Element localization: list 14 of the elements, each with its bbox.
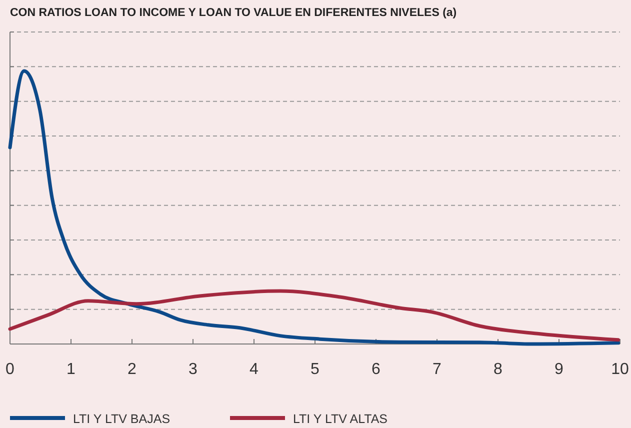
legend-label: LTI Y LTV BAJAS [73,412,170,426]
x-tick-label: 5 [310,361,320,378]
x-tick-label: 0 [6,361,15,378]
x-tick-label: 3 [188,361,198,378]
x-tick-label: 2 [128,361,137,378]
x-tick-label: 10 [611,361,629,378]
legend-label: LTI Y LTV ALTAS [293,412,388,426]
x-tick-label: 6 [372,361,381,378]
x-tick-label: 4 [250,361,259,378]
x-tick-label: 7 [432,361,442,378]
x-tick-label: 8 [494,361,503,378]
chart-title: CON RATIOS LOAN TO INCOME Y LOAN TO VALUE EN DIFERENTES NIVELES (a) [10,7,457,19]
x-tick-label: 9 [554,361,564,378]
x-tick-label: 1 [66,361,76,378]
